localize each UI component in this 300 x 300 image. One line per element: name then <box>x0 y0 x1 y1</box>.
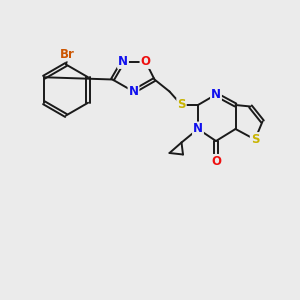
Text: N: N <box>193 122 203 136</box>
Text: O: O <box>211 155 221 168</box>
Text: O: O <box>140 55 151 68</box>
Text: N: N <box>211 88 221 101</box>
Text: N: N <box>128 85 139 98</box>
Text: S: S <box>177 98 186 112</box>
Text: S: S <box>251 133 259 146</box>
Text: Br: Br <box>60 47 75 61</box>
Text: N: N <box>118 55 128 68</box>
